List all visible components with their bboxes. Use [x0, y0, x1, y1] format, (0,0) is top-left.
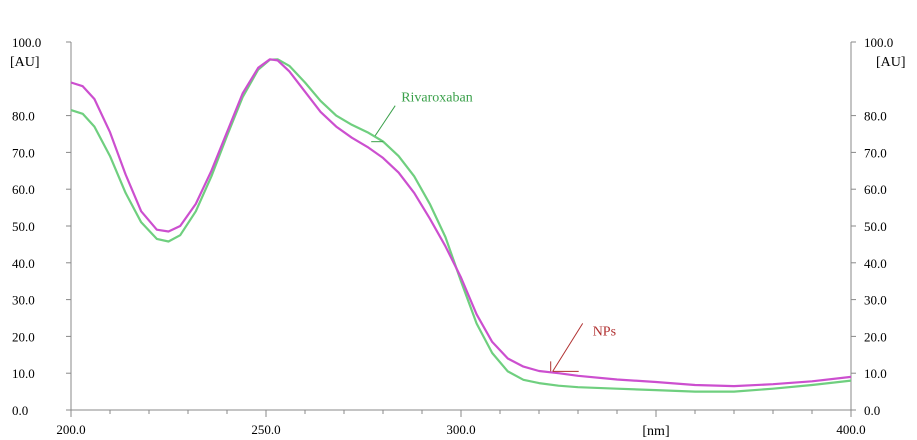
- y-tick-label-right: 30.0: [864, 293, 887, 308]
- y-tick-label-right: 50.0: [864, 219, 887, 234]
- y-tick-label-left: 50.0: [12, 219, 35, 234]
- y-tick-label-left: 40.0: [12, 256, 35, 271]
- y-tick-label-right: 10.0: [864, 366, 887, 381]
- y-tick-label-right: 0.0: [864, 403, 880, 418]
- series-line-nps: [70, 58, 852, 388]
- y-tick-label-left: 80.0: [12, 109, 35, 124]
- x-unit-label: [nm]: [642, 424, 669, 439]
- annotations: Rivaroxaban NPs: [371, 91, 616, 372]
- y-tick-label-right: 60.0: [864, 182, 887, 197]
- y-tick-label-right: 40.0: [864, 256, 887, 271]
- x-tick-label: 300.0: [446, 422, 475, 437]
- x-tick-label: 200.0: [56, 422, 85, 437]
- rivaroxaban-leader-line: [374, 105, 396, 136]
- y-unit-label-right: [AU]: [876, 55, 906, 70]
- y-tick-label-left: 70.0: [12, 145, 35, 160]
- y-tick-label-right: 20.0: [864, 329, 887, 344]
- nps-annotation: NPs: [593, 324, 616, 339]
- ticks: 0.0 0.0 10.0 10.0 20.0 20.0 30.0 30.0 40.0 40.0 50…: [12, 35, 893, 437]
- series-lines: [70, 58, 852, 393]
- y-unit-label-left: [AU]: [10, 55, 40, 70]
- series-line-rivaroxaban: [70, 58, 852, 393]
- y-tick-label-left: 100.0: [12, 35, 41, 50]
- y-tick-label-left: 10.0: [12, 366, 35, 381]
- y-tick-label-right: 100.0: [864, 35, 893, 50]
- x-tick-label: 250.0: [251, 422, 280, 437]
- y-tick-label-left: 60.0: [12, 182, 35, 197]
- y-tick-label-left: 20.0: [12, 329, 35, 344]
- y-tick-label-right: 80.0: [864, 109, 887, 124]
- y-tick-label-left: 0.0: [12, 403, 28, 418]
- y-tick-label-right: 70.0: [864, 145, 887, 160]
- y-tick-label-left: 30.0: [12, 293, 35, 308]
- nps-leader-line: [552, 323, 584, 372]
- x-tick-label: 400.0: [836, 422, 865, 437]
- rivaroxaban-annotation: Rivaroxaban: [401, 91, 473, 106]
